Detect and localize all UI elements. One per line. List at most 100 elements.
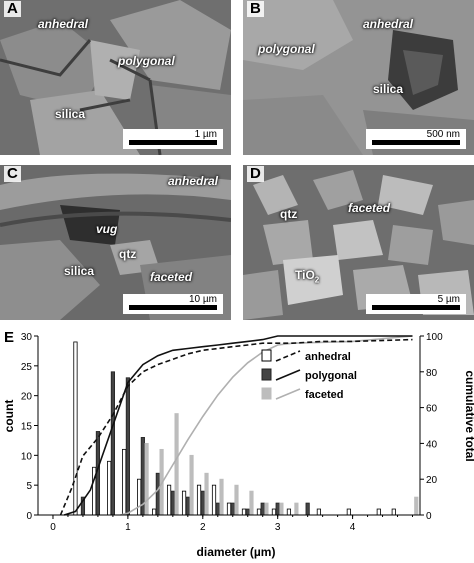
bar-anhedral <box>211 484 217 516</box>
scale-bar-c: 10 µm <box>123 294 223 314</box>
y-axis-title-right: cumulative total <box>463 370 474 461</box>
y-left-tick-label: 20 <box>21 392 33 403</box>
bar-anhedral <box>376 508 381 516</box>
annotation-vug: vug <box>96 222 118 236</box>
panel-label-a: A <box>4 1 21 17</box>
bar-anhedral <box>137 478 142 516</box>
y-left-tick-label: 15 <box>21 422 33 433</box>
annotation-silica: silica <box>373 82 404 96</box>
annotation-polygonal: polygonal <box>118 54 175 68</box>
annotation-silica: silica <box>55 107 86 121</box>
annotation-anhedral: anhedral <box>168 174 219 188</box>
bar-polygonal <box>170 490 175 516</box>
bar-anhedral <box>316 508 321 516</box>
cumulative-line-polygonal <box>63 335 413 516</box>
annotation-faceted: faceted <box>150 270 193 284</box>
panel-label-c: C <box>4 166 21 182</box>
annotation-faceted: faceted <box>348 201 391 215</box>
bar-polygonal <box>215 502 220 516</box>
annotation-tio2: TiO2 <box>295 268 320 285</box>
legend-label-faceted: faceted <box>305 389 344 401</box>
legend-swatch-anhedral <box>261 349 272 362</box>
scale-bar-label: 1 µm <box>194 129 217 140</box>
annotation-anhedral: anhedral <box>38 17 89 31</box>
y-right-tick-label: 40 <box>426 439 438 450</box>
bar-anhedral <box>73 341 78 516</box>
annotation-anhedral: anhedral <box>363 17 414 31</box>
bar-faceted <box>234 484 239 516</box>
x-tick-label: 1 <box>125 522 131 533</box>
bar-faceted <box>249 490 254 516</box>
legend-line-polygonal <box>275 369 301 381</box>
bar-faceted <box>414 496 419 516</box>
scale-bar-label: 5 µm <box>437 294 460 305</box>
sem-panel-b: B anhedral polygonal silica 500 nm <box>243 0 474 155</box>
annotation-qtz: qtz <box>119 247 137 261</box>
x-tick-label: 3 <box>275 522 281 533</box>
bar-polygonal <box>200 490 205 516</box>
bar-anhedral <box>196 484 202 516</box>
bar-anhedral <box>181 490 187 516</box>
bar-faceted <box>174 413 179 516</box>
x-tick-label: 0 <box>50 522 56 533</box>
panel-label-d: D <box>247 166 264 182</box>
bar-faceted <box>144 443 149 516</box>
bar-polygonal <box>230 502 235 516</box>
legend-swatch-faceted <box>261 387 272 400</box>
legend-label-anhedral: anhedral <box>305 351 351 363</box>
annotation-silica: silica <box>64 264 95 278</box>
panel-label-e: E <box>4 329 14 346</box>
legend-line-anhedral <box>275 350 301 362</box>
bar-anhedral <box>166 484 172 516</box>
bar-polygonal <box>305 502 310 516</box>
bar-polygonal <box>245 508 250 516</box>
bar-polygonal <box>185 496 190 516</box>
bar-anhedral <box>226 502 232 516</box>
panel-label-b: B <box>247 1 264 17</box>
bar-anhedral <box>286 508 292 516</box>
legend-line-faceted <box>275 388 301 400</box>
legend-label-polygonal: polygonal <box>305 370 357 382</box>
bar-faceted <box>189 454 194 516</box>
annotation-polygonal: polygonal <box>258 42 315 56</box>
bar-anhedral <box>241 508 247 516</box>
bar-polygonal <box>275 502 280 516</box>
bar-faceted <box>264 502 269 516</box>
bar-faceted <box>279 502 284 516</box>
bar-polygonal <box>110 371 115 516</box>
bar-polygonal <box>260 502 265 516</box>
y-right-tick-label: 20 <box>426 475 438 486</box>
scale-bar-a: 1 µm <box>123 129 223 149</box>
bar-anhedral <box>152 508 157 516</box>
x-tick-label: 2 <box>200 522 206 533</box>
bar-polygonal <box>125 377 130 516</box>
bar-anhedral <box>256 508 262 516</box>
scale-bar-b: 500 nm <box>366 129 466 149</box>
sem-panel-c: C anhedral vug qtz silica faceted 10 µm <box>0 165 231 320</box>
scale-bar-label: 10 µm <box>189 294 217 305</box>
sem-panel-d: D qtz faceted TiO2 5 µm <box>243 165 474 320</box>
x-tick-label: 4 <box>350 522 356 533</box>
bar-anhedral <box>271 508 277 516</box>
y-left-tick-label: 5 <box>26 481 32 492</box>
y-axis-title-left: count <box>2 400 16 433</box>
y-right-tick-label: 60 <box>426 404 438 415</box>
x-axis-title: diameter (µm) <box>197 545 276 559</box>
y-right-tick-label: 80 <box>426 368 438 379</box>
scale-bar-label: 500 nm <box>426 129 460 140</box>
bar-anhedral <box>391 508 396 516</box>
cumulative-line-anhedral <box>59 338 413 516</box>
y-right-tick-label: 0 <box>426 511 432 522</box>
legend-swatch-polygonal <box>261 368 272 381</box>
bar-anhedral <box>122 448 127 516</box>
bar-faceted <box>219 478 224 516</box>
y-right-tick-label: 100 <box>426 332 443 343</box>
y-left-tick-label: 25 <box>21 362 33 373</box>
y-left-tick-label: 10 <box>21 451 33 462</box>
scale-bar-d: 5 µm <box>366 294 466 314</box>
annotation-qtz: qtz <box>280 207 298 221</box>
sem-image-a <box>0 0 231 155</box>
bar-anhedral <box>107 460 112 516</box>
